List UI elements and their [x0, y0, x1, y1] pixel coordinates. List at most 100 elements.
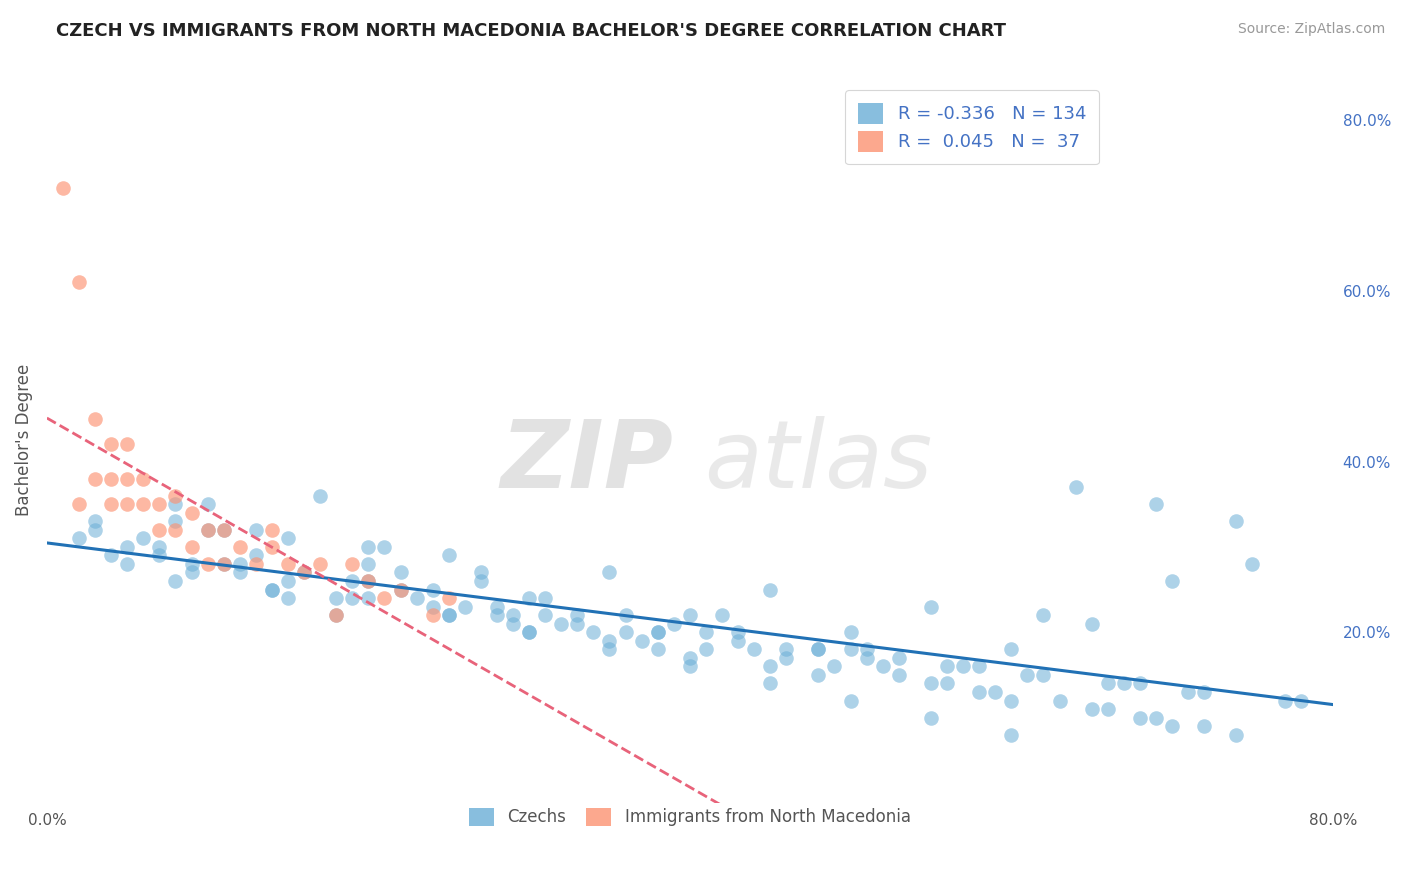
Point: [759, 676, 782, 690]
Point: [839, 625, 862, 640]
Point: [309, 557, 332, 571]
Point: [967, 685, 990, 699]
Point: [630, 633, 652, 648]
Point: [117, 472, 139, 486]
Point: [165, 489, 187, 503]
Point: [357, 557, 380, 571]
Point: [100, 497, 122, 511]
Point: [260, 582, 283, 597]
Point: [567, 616, 589, 631]
Point: [470, 574, 492, 588]
Point: [357, 574, 380, 588]
Point: [454, 599, 477, 614]
Point: [197, 523, 219, 537]
Point: [165, 574, 187, 588]
Point: [485, 608, 508, 623]
Point: [1000, 693, 1022, 707]
Point: [373, 591, 395, 606]
Point: [1032, 668, 1054, 682]
Point: [1241, 557, 1264, 571]
Point: [325, 591, 347, 606]
Point: [132, 532, 155, 546]
Point: [212, 523, 235, 537]
Point: [824, 659, 846, 673]
Point: [437, 549, 460, 563]
Point: [1112, 676, 1135, 690]
Point: [1017, 668, 1039, 682]
Point: [389, 566, 412, 580]
Point: [759, 582, 782, 597]
Point: [1000, 728, 1022, 742]
Point: [132, 472, 155, 486]
Point: [260, 540, 283, 554]
Point: [84, 523, 107, 537]
Point: [614, 625, 637, 640]
Point: [775, 651, 797, 665]
Point: [936, 676, 959, 690]
Point: [277, 557, 299, 571]
Point: [100, 437, 122, 451]
Point: [855, 642, 877, 657]
Point: [1097, 702, 1119, 716]
Point: [245, 523, 267, 537]
Point: [260, 523, 283, 537]
Point: [148, 540, 170, 554]
Point: [984, 685, 1007, 699]
Point: [165, 514, 187, 528]
Point: [727, 633, 749, 648]
Point: [534, 591, 557, 606]
Point: [117, 557, 139, 571]
Point: [229, 540, 252, 554]
Point: [807, 642, 830, 657]
Point: [1161, 719, 1184, 733]
Point: [1177, 685, 1199, 699]
Point: [422, 608, 444, 623]
Point: [1274, 693, 1296, 707]
Point: [920, 710, 942, 724]
Text: Source: ZipAtlas.com: Source: ZipAtlas.com: [1237, 22, 1385, 37]
Point: [132, 497, 155, 511]
Point: [936, 659, 959, 673]
Point: [100, 472, 122, 486]
Point: [647, 625, 669, 640]
Point: [292, 566, 315, 580]
Point: [180, 557, 202, 571]
Point: [117, 540, 139, 554]
Point: [245, 557, 267, 571]
Point: [1064, 480, 1087, 494]
Point: [357, 574, 380, 588]
Point: [759, 659, 782, 673]
Point: [1080, 616, 1102, 631]
Point: [517, 625, 540, 640]
Point: [229, 566, 252, 580]
Point: [84, 412, 107, 426]
Point: [872, 659, 894, 673]
Point: [517, 591, 540, 606]
Point: [245, 549, 267, 563]
Point: [197, 523, 219, 537]
Point: [67, 275, 90, 289]
Point: [84, 514, 107, 528]
Point: [52, 181, 75, 195]
Point: [502, 608, 524, 623]
Point: [855, 651, 877, 665]
Point: [165, 497, 187, 511]
Point: [662, 616, 685, 631]
Point: [1000, 642, 1022, 657]
Point: [952, 659, 974, 673]
Point: [887, 651, 910, 665]
Point: [212, 557, 235, 571]
Point: [325, 608, 347, 623]
Point: [598, 633, 620, 648]
Point: [470, 566, 492, 580]
Point: [292, 566, 315, 580]
Point: [180, 566, 202, 580]
Point: [212, 557, 235, 571]
Point: [148, 549, 170, 563]
Point: [1289, 693, 1312, 707]
Point: [1161, 574, 1184, 588]
Point: [389, 582, 412, 597]
Point: [502, 616, 524, 631]
Point: [775, 642, 797, 657]
Point: [1144, 497, 1167, 511]
